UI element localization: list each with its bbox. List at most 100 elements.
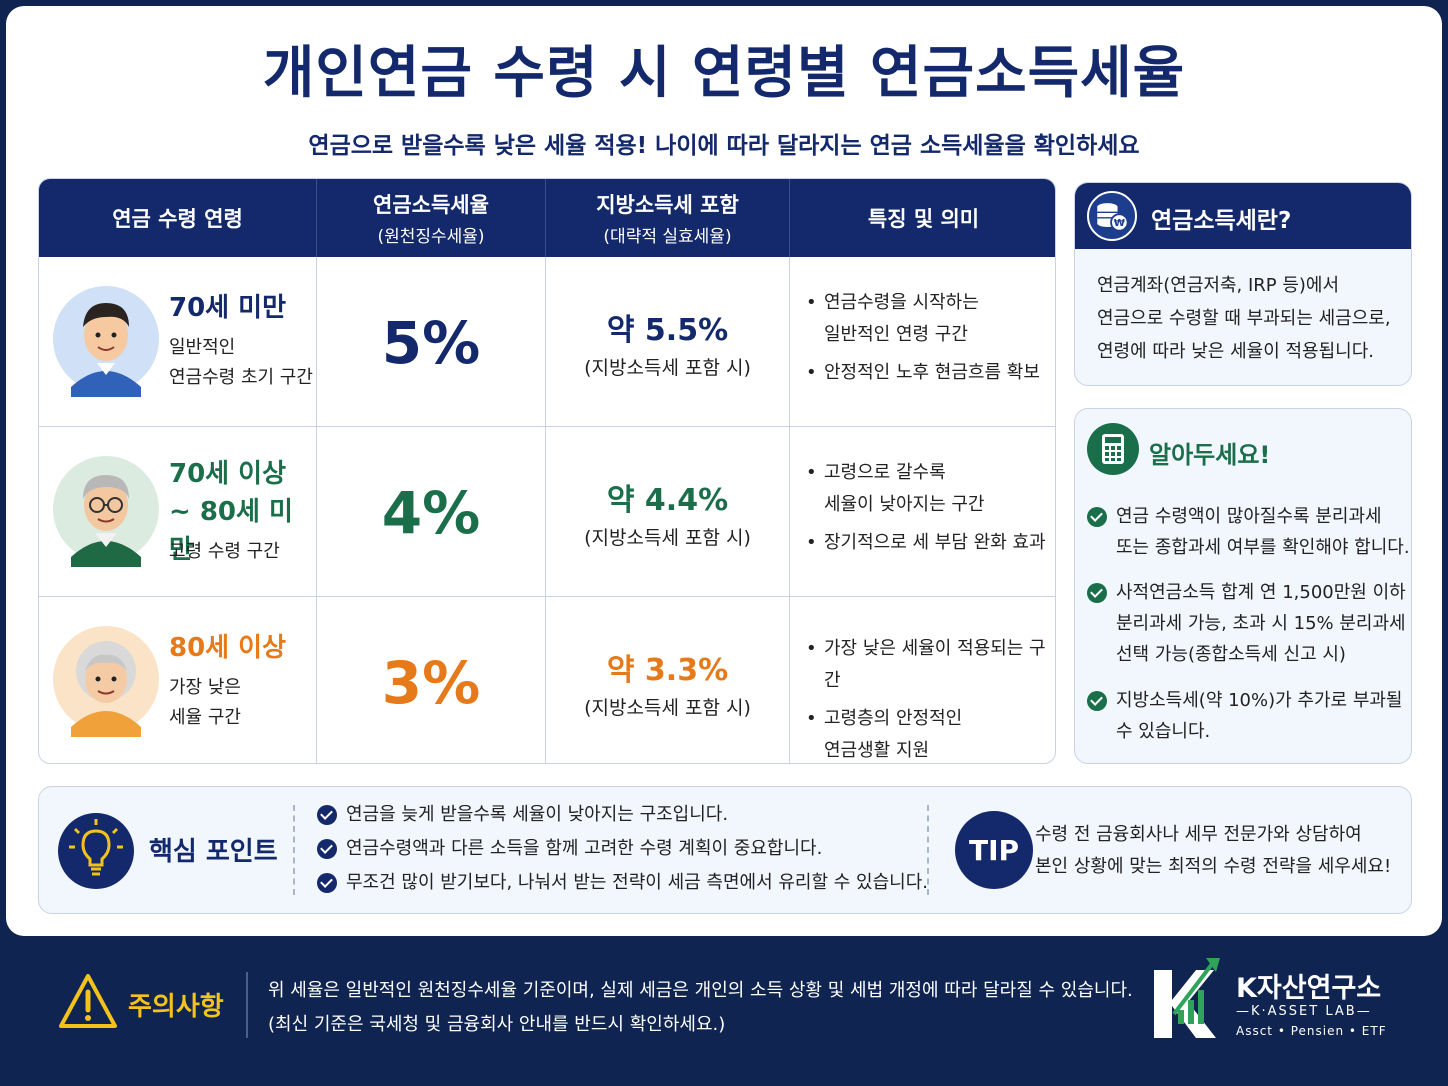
core-item-text: 무조건 많이 받기보다, 나눠서 받는 전략이 세금 측면에서 유리할 수 있습… <box>346 872 929 893</box>
check-icon <box>317 805 337 825</box>
know-line: 지방소득세(약 10%)가 추가로 부과될 <box>1116 690 1403 711</box>
calculator-icon <box>1087 423 1139 475</box>
age-title: 70세 미만 <box>169 293 286 323</box>
tip-line: 본인 상황에 맞는 최적의 수령 전략을 세우세요! <box>1035 856 1392 877</box>
header-effective: 지방소득세 포함 (대략적 실효세율) <box>546 179 790 257</box>
header-age: 연금 수령 연령 <box>39 179 317 257</box>
tip-text: 수령 전 금융회사나 세무 전문가와 상담하여 본인 상황에 맞는 최적의 수령… <box>1035 819 1391 883</box>
withholding-rate: 3% <box>381 649 481 717</box>
feature-item: • 안정적인 노후 현금흐름 확보 <box>806 357 1040 389</box>
core-item: 연금수령액과 다른 소득을 함께 고려한 수령 계획이 중요합니다. <box>317 837 822 861</box>
know-box: 알아두세요! 연금 수령액이 많아질수록 분리과세 또는 종합과세 여부를 확인해… <box>1074 408 1412 764</box>
table-row: 70세 미만 일반적인 연금수령 초기 구간 5% 약 5.5% (지방소득세 … <box>39 257 1055 427</box>
feature-line: 고령으로 갈수록 <box>824 462 946 483</box>
effective-note: (지방소득세 포함 시) <box>584 357 751 379</box>
what-is-header: ₩ 연금소득세란? <box>1075 183 1411 249</box>
feature-list: • 연금수령을 시작하는 일반적인 연령 구간 • 안정적인 노후 현금흐름 확보 <box>806 287 1040 389</box>
age-cell: 80세 이상 가장 낮은 세율 구간 <box>39 597 317 763</box>
svg-text:₩: ₩ <box>1114 218 1125 229</box>
table-header: 연금 수령 연령 연금소득세율 (원천징수세율) 지방소득세 포함 (대략적 실… <box>39 179 1055 257</box>
feature-line: 안정적인 노후 현금흐름 확보 <box>824 362 1040 383</box>
table-row: 80세 이상 가장 낮은 세율 구간 3% 약 3.3% (지방소득세 포함 시… <box>39 597 1055 763</box>
header-features: 특징 및 의미 <box>790 179 1055 257</box>
feature-line: 고령층의 안정적인 <box>824 708 963 729</box>
feature-list: • 고령으로 갈수록 세율이 낮아지는 구간 • 장기적으로 세 부담 완화 효과 <box>806 457 1046 559</box>
divider <box>927 805 929 895</box>
know-line: 수 있습니다. <box>1116 721 1211 742</box>
footer-note-line: 위 세율은 일반적인 원천징수세율 기준이며, 실제 세금은 개인의 소득 상황… <box>268 980 1133 1001</box>
core-points-box: 핵심 포인트 연금을 늦게 받을수록 세율이 낮아지는 구조입니다. 연금수령액… <box>38 786 1412 914</box>
rate-cell: 3% <box>317 597 546 763</box>
age-desc-line1: 일반적인 <box>169 337 236 358</box>
feature-line: 일반적인 연령 구간 <box>824 324 968 345</box>
older-man-glasses-avatar-icon <box>53 456 159 567</box>
feature-item: • 가장 낮은 세율이 적용되는 구간 <box>806 633 1055 697</box>
core-title: 핵심 포인트 <box>149 837 278 867</box>
withholding-rate: 5% <box>381 309 481 377</box>
know-line: 분리과세 가능, 초과 시 15% 분리과세 <box>1116 613 1406 634</box>
age-title-line2: ~ 80세 미만 <box>169 497 293 565</box>
know-line: 연금 수령액이 많아질수록 분리과세 <box>1116 506 1382 527</box>
effective-note: (지방소득세 포함 시) <box>584 697 751 719</box>
page-subtitle: 연금으로 받을수록 낮은 세율 적용! 나이에 따라 달라지는 연금 소득세율을… <box>308 133 1140 159</box>
core-item: 연금을 늦게 받을수록 세율이 낮아지는 구조입니다. <box>317 803 728 827</box>
k-growth-arrow-logo-icon <box>1154 958 1220 1038</box>
page-title: 개인연금 수령 시 연령별 연금소득세율 <box>262 41 1186 106</box>
warning-triangle-icon <box>59 974 117 1028</box>
header-rate-label: 연금소득세율 <box>373 193 489 217</box>
withholding-rate: 4% <box>381 479 481 547</box>
what-is-line: 연금계좌(연금저축, IRP 등)에서 <box>1097 275 1340 296</box>
feature-item: • 고령층의 안정적인 연금생활 지원 <box>806 708 963 761</box>
check-icon <box>1087 583 1107 603</box>
feature-line: 장기적으로 세 부담 완화 효과 <box>824 532 1046 553</box>
header-rate: 연금소득세율 (원천징수세율) <box>317 179 546 257</box>
lightbulb-icon <box>58 813 134 889</box>
age-desc-line2: 연금수령 초기 구간 <box>169 367 313 388</box>
feature-line: 연금생활 지원 <box>824 740 930 761</box>
tip-badge: TIP <box>955 811 1033 889</box>
effective-rate: 약 4.4% <box>606 483 729 518</box>
what-is-line: 연금으로 수령할 때 부과되는 세금으로, <box>1097 308 1391 329</box>
brand-subtitle: —K·ASSET LAB— <box>1236 1004 1372 1019</box>
feature-line: 연금수령을 시작하는 <box>824 292 979 313</box>
footer-note-line: (최신 기준은 국세청 및 금융회사 안내를 반드시 확인하세요.) <box>268 1014 726 1035</box>
rate-cell: 5% <box>317 257 546 427</box>
tip-line: 수령 전 금융회사나 세무 전문가와 상담하여 <box>1035 824 1362 845</box>
check-icon <box>1087 691 1107 711</box>
tax-rate-table: 연금 수령 연령 연금소득세율 (원천징수세율) 지방소득세 포함 (대략적 실… <box>38 178 1056 764</box>
brand-name: K자산연구소 <box>1236 973 1382 1004</box>
effective-note: (지방소득세 포함 시) <box>584 527 751 549</box>
core-item-text: 연금수령액과 다른 소득을 함께 고려한 수령 계획이 중요합니다. <box>346 838 823 859</box>
young-man-avatar-icon <box>53 286 159 397</box>
core-item-text: 연금을 늦게 받을수록 세율이 낮아지는 구조입니다. <box>346 804 729 825</box>
age-cell: 70세 미만 일반적인 연금수령 초기 구간 <box>39 257 317 427</box>
effective-cell: 약 3.3% (지방소득세 포함 시) <box>546 597 790 763</box>
know-line: 선택 가능(종합소득세 신고 시) <box>1116 644 1346 665</box>
feature-list: • 가장 낮은 세율이 적용되는 구간 • 고령층의 안정적인 연금생활 지원 <box>806 633 1055 763</box>
features-cell: • 가장 낮은 세율이 적용되는 구간 • 고령층의 안정적인 연금생활 지원 <box>790 597 1055 763</box>
coin-stack-won-icon: ₩ <box>1087 191 1137 241</box>
feature-line: 가장 낮은 세율이 적용되는 구간 <box>824 638 1046 691</box>
rate-cell: 4% <box>317 427 546 597</box>
know-title: 알아두세요! <box>1149 441 1271 469</box>
footer-notes: 위 세율은 일반적인 원천징수세율 기준이며, 실제 세금은 개인의 소득 상황… <box>268 974 1133 1042</box>
elderly-woman-avatar-icon <box>53 626 159 737</box>
age-desc-line2: 세율 구간 <box>169 707 241 728</box>
what-is-line: 연령에 따라 낮은 세율이 적용됩니다. <box>1097 341 1375 362</box>
age-desc-line1: 가장 낮은 <box>169 677 241 698</box>
warning-title: 주의사항 <box>128 992 224 1022</box>
table-row: 70세 이상 ~ 80세 미만 고령 수령 구간 4% 약 4.4% (지방소득… <box>39 427 1055 597</box>
age-title: 80세 이상 <box>169 633 286 663</box>
check-icon <box>317 873 337 893</box>
age-title-line1: 70세 이상 <box>169 459 286 489</box>
feature-line: 세율이 낮아지는 구간 <box>824 494 985 515</box>
header-rate-sub: (원천징수세율) <box>377 227 485 247</box>
header-age-label: 연금 수령 연령 <box>112 207 243 231</box>
what-is-text: 연금계좌(연금저축, IRP 등)에서 연금으로 수령할 때 부과되는 세금으로… <box>1097 269 1391 368</box>
what-is-box: ₩ 연금소득세란? 연금계좌(연금저축, IRP 등)에서 연금으로 수령할 때… <box>1074 182 1412 386</box>
know-line: 사적연금소득 합계 연 1,500만원 이하 <box>1116 582 1406 603</box>
effective-cell: 약 5.5% (지방소득세 포함 시) <box>546 257 790 427</box>
effective-rate: 약 3.3% <box>606 653 729 688</box>
